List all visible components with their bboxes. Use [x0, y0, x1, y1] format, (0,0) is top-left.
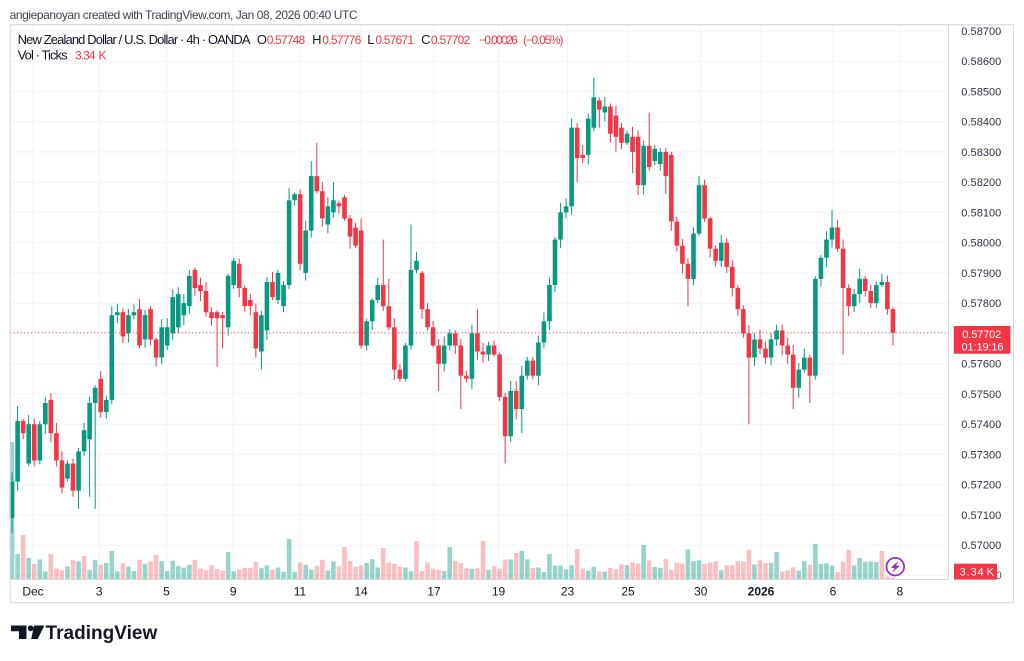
svg-text:angiepanoyan created with Trad: angiepanoyan created with TradingView.co…	[10, 8, 358, 22]
svg-text:23: 23	[561, 585, 575, 599]
svg-text:19: 19	[492, 585, 506, 599]
svg-text:0.57400: 0.57400	[961, 419, 1001, 431]
svg-text:TradingView: TradingView	[46, 623, 158, 644]
svg-text:(−0.05%): (−0.05%)	[523, 33, 564, 47]
svg-text:C: C	[421, 32, 430, 47]
svg-text:0.57900: 0.57900	[961, 268, 1001, 280]
svg-text:0.58000: 0.58000	[961, 238, 1001, 250]
svg-text:0.57776: 0.57776	[322, 33, 361, 47]
svg-text:0.57300: 0.57300	[961, 449, 1001, 461]
svg-text:0.57671: 0.57671	[375, 33, 414, 47]
svg-text:0.57600: 0.57600	[961, 359, 1001, 371]
svg-text:Vol · Ticks: Vol · Ticks	[18, 47, 69, 62]
svg-text:K: K	[987, 567, 995, 579]
svg-text:25: 25	[621, 585, 635, 599]
svg-text:2026: 2026	[748, 585, 775, 599]
svg-text:30: 30	[694, 585, 708, 599]
svg-text:0.57702: 0.57702	[962, 329, 1001, 341]
svg-text:17: 17	[427, 585, 441, 599]
svg-text:0.57100: 0.57100	[961, 510, 1001, 522]
svg-text:0.57200: 0.57200	[961, 480, 1001, 492]
svg-text:0.57748: 0.57748	[267, 33, 306, 47]
svg-text:6: 6	[830, 585, 837, 599]
svg-text:11: 11	[294, 585, 307, 599]
svg-text:3.34: 3.34	[75, 48, 96, 62]
svg-text:0.57800: 0.57800	[961, 298, 1001, 310]
svg-text:0.57500: 0.57500	[961, 389, 1001, 401]
svg-text:8: 8	[896, 585, 903, 599]
svg-text:0.57702: 0.57702	[431, 33, 471, 47]
svg-text:New Zealand Dollar / U.S. Doll: New Zealand Dollar / U.S. Dollar · 4h · …	[18, 32, 251, 47]
svg-text:0.58200: 0.58200	[961, 177, 1001, 189]
svg-text:0.58500: 0.58500	[961, 86, 1001, 98]
svg-text:L: L	[367, 32, 374, 47]
svg-text:14: 14	[354, 585, 368, 599]
svg-text:−0.00026: −0.00026	[479, 33, 518, 47]
svg-text:Dec: Dec	[22, 585, 43, 599]
svg-text:0.58700: 0.58700	[961, 26, 1001, 38]
svg-text:0.58100: 0.58100	[961, 207, 1001, 219]
svg-text:3: 3	[96, 585, 103, 599]
svg-text:3.34: 3.34	[960, 567, 984, 579]
svg-text:0.58300: 0.58300	[961, 147, 1001, 159]
svg-text:0.57000: 0.57000	[961, 540, 1001, 552]
svg-text:0.58600: 0.58600	[961, 56, 1001, 68]
svg-text:5: 5	[163, 585, 170, 599]
svg-text:O: O	[257, 32, 267, 47]
svg-text:H: H	[312, 32, 321, 47]
svg-text:K: K	[99, 48, 107, 62]
svg-text:01:19:16: 01:19:16	[962, 342, 1004, 354]
svg-text:0: 0	[996, 570, 1002, 582]
svg-text:9: 9	[230, 585, 237, 599]
svg-text:0.58400: 0.58400	[961, 117, 1001, 129]
